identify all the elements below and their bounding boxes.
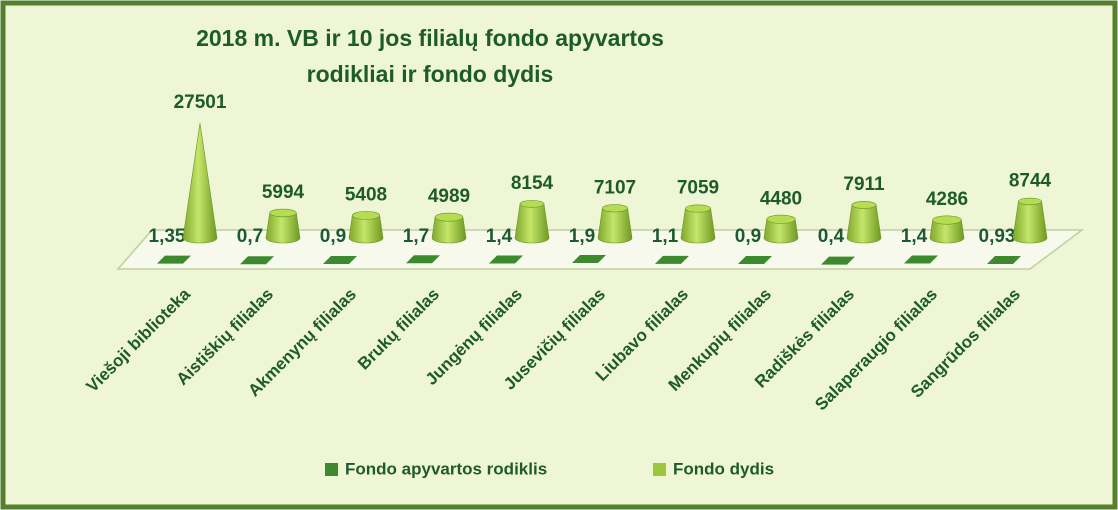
value-label: 4480 xyxy=(760,188,802,209)
bar xyxy=(157,255,191,264)
legend-swatch xyxy=(653,463,666,476)
bar-top xyxy=(519,200,545,208)
value-label: 1,1 xyxy=(652,226,679,247)
bar xyxy=(489,255,523,264)
bar xyxy=(680,208,716,244)
value-label: 5408 xyxy=(345,184,387,205)
bar xyxy=(240,256,274,265)
value-label: 0,93 xyxy=(979,226,1016,247)
value-label: 7107 xyxy=(594,177,636,198)
value-label: 0,7 xyxy=(237,226,263,247)
value-label: 0,9 xyxy=(320,226,346,247)
value-label: 0,9 xyxy=(735,226,761,247)
bar xyxy=(929,219,965,244)
value-label: 8744 xyxy=(1009,170,1052,191)
bar-top xyxy=(602,204,628,213)
bar xyxy=(572,255,606,263)
bar xyxy=(597,207,633,244)
value-label: 4286 xyxy=(926,189,968,210)
bar xyxy=(265,212,301,244)
bar xyxy=(348,215,384,244)
value-label: 27501 xyxy=(174,92,227,113)
bar xyxy=(514,203,550,244)
value-label: 1,4 xyxy=(901,226,928,247)
bar xyxy=(323,256,357,265)
value-label: 7911 xyxy=(843,174,885,195)
bar-top xyxy=(685,204,711,213)
bar xyxy=(738,256,772,265)
bar xyxy=(1012,201,1048,244)
bar xyxy=(406,255,440,264)
bar xyxy=(431,216,467,244)
legend-label: Fondo dydis xyxy=(673,459,774,478)
bar-top xyxy=(851,201,877,209)
value-label: 4989 xyxy=(428,186,470,207)
bar xyxy=(987,256,1021,265)
bar-top xyxy=(269,208,297,218)
legend-swatch xyxy=(325,463,338,476)
bar xyxy=(821,256,855,265)
bar-top xyxy=(1018,197,1042,206)
bar-top xyxy=(434,212,464,222)
bar-top xyxy=(766,214,796,224)
bar xyxy=(763,218,799,244)
value-label: 0,4 xyxy=(818,226,845,247)
bar xyxy=(846,204,882,244)
chart-title: 2018 m. VB ir 10 jos filialų fondo apyva… xyxy=(196,25,664,51)
value-label: 7059 xyxy=(677,177,719,198)
bar xyxy=(655,255,689,264)
value-label: 1,35 xyxy=(149,226,186,247)
bar-top xyxy=(932,215,962,225)
value-label: 1,7 xyxy=(403,226,429,247)
value-label: 5994 xyxy=(262,182,305,203)
bar xyxy=(904,255,938,264)
bar xyxy=(182,122,218,244)
chart-subtitle: rodikliai ir fondo dydis xyxy=(307,61,554,87)
value-label: 8154 xyxy=(511,173,554,194)
value-label: 1,9 xyxy=(569,226,595,247)
value-label: 1,4 xyxy=(486,226,513,247)
legend-label: Fondo apyvartos rodiklis xyxy=(345,459,547,478)
bar-top xyxy=(352,211,380,220)
